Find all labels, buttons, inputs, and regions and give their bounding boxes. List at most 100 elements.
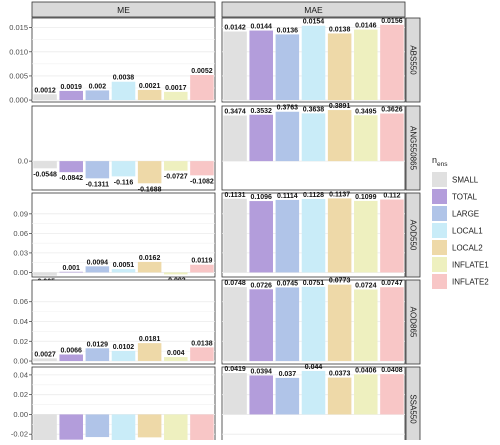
data-label: 0.001 <box>62 265 80 272</box>
bar-total <box>59 161 83 173</box>
y-tick-label: 0.03 <box>13 248 28 257</box>
data-label: 0.0094 <box>87 259 109 266</box>
bar-total <box>59 271 83 273</box>
bar-inflate2 <box>190 161 214 176</box>
bar-small <box>223 31 247 101</box>
data-label: 0.0129 <box>87 341 109 348</box>
data-label: 0.0051 <box>113 262 135 269</box>
data-label: 0.1128 <box>303 192 324 199</box>
data-label: 0.0748 <box>224 280 246 287</box>
data-label: 0.0066 <box>61 348 83 355</box>
data-label: 0.002 <box>89 83 107 90</box>
bar-total <box>59 90 83 101</box>
bar-inflate2 <box>190 264 214 273</box>
data-label: 0.0394 <box>251 368 273 375</box>
y-tick-label: 0.00 <box>13 357 28 366</box>
legend-key-inflate1 <box>432 257 447 272</box>
legend-label-local1: LOCAL1 <box>452 227 483 236</box>
data-label: 0.112 <box>383 193 400 200</box>
bar-total <box>249 289 273 362</box>
column-strip-label-mae: MAE <box>304 5 323 15</box>
legend-key-inflate2 <box>432 274 447 289</box>
bar-large <box>85 348 110 362</box>
bar-small <box>223 373 247 415</box>
y-tick-label: 0.000 <box>9 96 28 105</box>
bar-local2 <box>327 377 352 415</box>
data-label: 0.1096 <box>251 194 273 201</box>
bar-local2 <box>137 89 162 101</box>
data-label: 0.3474 <box>224 109 246 116</box>
y-tick-label: 0.0 <box>18 157 28 166</box>
y-tick-label: 0.04 <box>13 370 28 379</box>
data-label: 0.0027 <box>34 351 56 358</box>
bar-local2 <box>327 110 352 162</box>
bar-inflate1 <box>164 91 188 101</box>
y-tick-label: 0.04 <box>13 317 28 326</box>
data-label: 0.0162 <box>139 255 161 262</box>
bar-large <box>85 414 110 438</box>
bar-inflate1 <box>354 115 378 162</box>
data-label: 0.3763 <box>277 105 299 112</box>
column-strip-me <box>31 1 216 18</box>
data-label: 0.0142 <box>224 25 246 32</box>
data-label: 0.0154 <box>303 19 325 26</box>
bar-local1 <box>301 113 326 162</box>
bar-small <box>223 287 247 362</box>
bar-inflate1 <box>164 357 188 362</box>
bar-inflate1 <box>354 374 378 415</box>
bar-inflate1 <box>354 289 378 362</box>
data-label: 0.0144 <box>251 24 273 31</box>
y-tick-label: 0.06 <box>13 229 28 238</box>
bar-small <box>33 272 57 276</box>
panel-aod550-me <box>31 192 216 278</box>
data-label: 0.0724 <box>355 282 377 289</box>
bar-local1 <box>111 161 136 177</box>
bar-small <box>33 161 57 169</box>
bar-total <box>249 114 273 162</box>
y-tick-label: 0.005 <box>9 71 28 80</box>
bar-total <box>249 201 273 273</box>
row-strip-ssa550 <box>405 366 421 445</box>
legend-key-total <box>432 189 447 204</box>
bar-total <box>249 375 273 415</box>
bar-large <box>275 287 300 362</box>
bar-inflate1 <box>164 272 188 275</box>
data-label: 0.004 <box>167 350 185 357</box>
y-tick-label: 0.00 <box>13 410 28 419</box>
bar-local2 <box>327 33 352 101</box>
legend-key-local2 <box>432 240 447 255</box>
bar-local2 <box>137 161 162 184</box>
legend-key-large <box>432 206 447 221</box>
bar-local2 <box>327 198 352 273</box>
data-label: 0.1114 <box>277 193 298 200</box>
bar-inflate2 <box>190 74 214 101</box>
bar-local1 <box>301 25 326 101</box>
data-label: 0.3532 <box>251 108 273 115</box>
bar-small <box>223 115 247 162</box>
data-label: -0.1688 <box>138 186 162 193</box>
column-strip-mae <box>221 1 406 18</box>
data-label: 0.0726 <box>251 282 273 289</box>
data-label: 0.0119 <box>191 258 212 265</box>
data-label: 0.0373 <box>329 371 351 378</box>
bar-local2 <box>137 414 162 438</box>
data-label: 0.037 <box>279 371 297 378</box>
bar-total <box>59 354 83 362</box>
row-strip-label-aod550: AOD550 <box>409 220 418 251</box>
y-tick-label: 0.02 <box>13 390 28 399</box>
bar-inflate1 <box>354 29 378 101</box>
bar-inflate2 <box>380 287 404 362</box>
y-tick-label: 0.015 <box>9 23 28 32</box>
bar-local1 <box>111 350 136 362</box>
data-label: 0.1137 <box>329 191 350 198</box>
bar-large <box>85 90 110 101</box>
data-label: 0.3891 <box>329 103 351 110</box>
legend-title-subscript: ens <box>437 161 448 168</box>
data-label: -0.0548 <box>33 171 57 178</box>
data-label: 0.0138 <box>191 340 213 347</box>
data-label: 0.1099 <box>355 194 377 201</box>
legend-label-large: LARGE <box>452 210 479 219</box>
row-strip-ang550865 <box>405 105 421 191</box>
data-label: 0.0156 <box>381 18 403 25</box>
